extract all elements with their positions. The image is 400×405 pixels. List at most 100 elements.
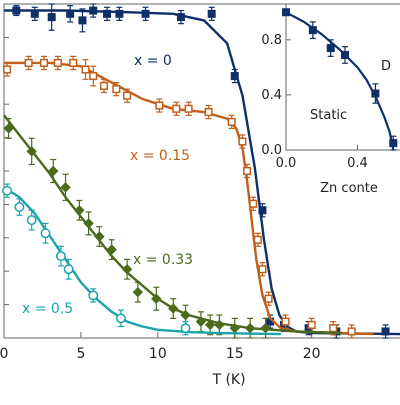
data-point xyxy=(81,65,90,74)
inset-annotation-static: Static xyxy=(310,108,347,123)
data-point xyxy=(53,58,62,67)
series-label-x-0-5: x = 0.5 xyxy=(22,301,73,317)
data-point xyxy=(308,26,317,35)
data-point xyxy=(266,317,275,326)
inset-plot: 0.0 0.4 0.0 0.4 0.8 xyxy=(261,3,400,171)
data-point xyxy=(89,71,98,81)
data-point xyxy=(214,319,225,331)
data-point xyxy=(326,44,335,53)
series-group xyxy=(3,55,374,339)
data-point xyxy=(48,165,59,177)
data-point xyxy=(24,58,33,67)
y-tick-label: 0.4 xyxy=(261,88,282,103)
data-point xyxy=(47,13,56,22)
x-tick-label: 0.0 xyxy=(276,156,297,171)
data-point xyxy=(180,323,191,334)
x-tick-label: 15 xyxy=(226,346,244,362)
data-point xyxy=(94,231,105,242)
x-tick-label: 5 xyxy=(76,346,85,362)
inset-x-axis-label: Zn conte xyxy=(320,181,378,196)
data-point xyxy=(123,91,132,100)
x-tick-label: 0 xyxy=(0,346,8,362)
data-point xyxy=(88,290,99,301)
data-point xyxy=(244,322,256,334)
data-point xyxy=(26,146,37,157)
data-point xyxy=(381,327,390,336)
data-point xyxy=(26,215,37,226)
data-point xyxy=(74,205,85,216)
x-tick-label: 0.4 xyxy=(347,156,368,171)
data-point xyxy=(230,72,239,81)
data-point xyxy=(63,264,74,275)
data-point xyxy=(155,101,164,110)
data-point xyxy=(243,166,252,176)
data-point xyxy=(60,182,71,193)
data-point xyxy=(184,104,193,113)
data-point xyxy=(89,6,98,15)
data-point xyxy=(341,50,349,59)
data-point xyxy=(195,316,207,327)
data-point xyxy=(258,265,267,274)
data-point xyxy=(371,89,380,98)
data-point xyxy=(238,137,247,146)
data-point xyxy=(69,58,78,67)
data-point xyxy=(99,81,109,90)
data-point xyxy=(55,251,66,262)
data-point xyxy=(204,319,216,331)
data-point xyxy=(12,6,21,15)
series-label-x-0: x = 0 xyxy=(134,53,172,69)
data-point xyxy=(282,8,290,17)
data-point xyxy=(103,9,112,18)
data-point xyxy=(204,108,213,117)
series-label-x-0-33: x = 0.33 xyxy=(133,252,193,268)
data-point xyxy=(281,317,290,326)
data-point xyxy=(329,324,338,333)
inset-annotation-d: D xyxy=(381,59,391,74)
data-point xyxy=(307,320,316,329)
series-label-x-0-15: x = 0.15 xyxy=(130,148,190,164)
data-point xyxy=(253,235,262,244)
data-point xyxy=(2,185,13,196)
data-point xyxy=(168,303,179,314)
data-point xyxy=(39,58,49,67)
data-point xyxy=(40,228,51,239)
x-tick-label: 20 xyxy=(303,346,321,362)
data-point xyxy=(78,16,87,25)
series-group xyxy=(3,114,343,339)
data-point xyxy=(30,9,39,18)
data-point xyxy=(151,293,162,304)
main-x-axis-label: T (K) xyxy=(211,372,245,388)
data-point xyxy=(172,104,181,113)
data-point xyxy=(121,264,133,275)
data-point xyxy=(207,9,216,18)
data-point xyxy=(180,309,191,321)
inset-plot-frame xyxy=(285,3,400,151)
data-point xyxy=(3,123,14,134)
y-tick-label: 0.0 xyxy=(261,143,282,158)
data-point xyxy=(347,327,356,336)
data-point xyxy=(3,65,12,74)
data-point xyxy=(14,202,25,212)
y-tick-label: 0.8 xyxy=(261,33,282,48)
data-point xyxy=(112,85,121,94)
data-point xyxy=(132,286,144,298)
series-group xyxy=(282,8,398,151)
data-point xyxy=(264,294,273,303)
data-point xyxy=(249,199,258,208)
x-tick-label: 10 xyxy=(149,346,167,362)
data-point xyxy=(227,117,236,126)
data-point xyxy=(258,206,267,215)
series-group xyxy=(2,183,281,336)
data-point xyxy=(229,322,240,334)
data-point xyxy=(115,9,124,18)
data-point xyxy=(260,322,271,334)
data-point xyxy=(176,13,185,22)
data-point xyxy=(106,244,117,255)
data-point xyxy=(66,9,75,18)
data-point xyxy=(83,218,94,229)
data-point xyxy=(389,139,398,148)
data-point xyxy=(141,9,150,18)
data-point xyxy=(115,313,126,324)
